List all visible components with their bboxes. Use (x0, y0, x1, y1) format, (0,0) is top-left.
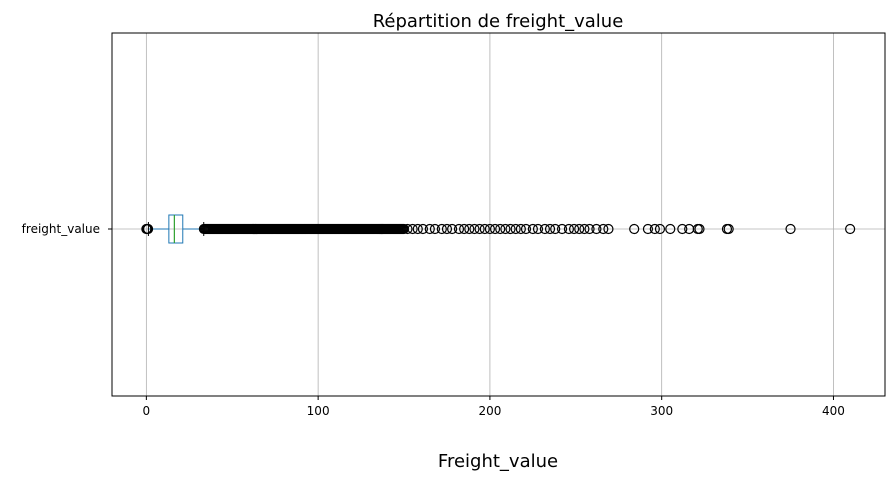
x-tick-label: 300 (650, 404, 673, 418)
outlier-point (505, 223, 516, 235)
outlier-point (591, 223, 602, 235)
chart-title: Répartition de freight_value (373, 11, 624, 32)
outlier-point (723, 223, 734, 235)
outlier-point (598, 223, 609, 235)
outlier-point (417, 223, 429, 235)
outlier-point (520, 223, 532, 235)
outlier-point (556, 223, 568, 235)
grid (112, 33, 885, 396)
outlier-point (459, 223, 470, 235)
outlier-point (532, 223, 544, 235)
outlier-point (436, 223, 447, 235)
outlier-point (412, 223, 423, 235)
outlier-point (402, 223, 413, 235)
outlier-point (649, 223, 660, 235)
y-tick-label: freight_value (22, 222, 100, 236)
outlier-point (584, 223, 595, 235)
outlier-point (568, 223, 580, 235)
outlier-point (642, 223, 654, 235)
x-tick-label: 0 (143, 404, 151, 418)
x-tick-label: 100 (307, 404, 330, 418)
outlier-point (677, 223, 688, 235)
outlier-point (510, 223, 521, 235)
outlier-point (469, 223, 480, 235)
outlier-point (489, 223, 501, 235)
outlier-point (654, 223, 666, 235)
outlier-point (407, 223, 418, 235)
x-ticks: 0 100 200 300 400 (143, 396, 845, 418)
x-axis-label: Freight_value (438, 451, 558, 472)
box-marks (141, 214, 856, 244)
outlier-point (142, 223, 154, 235)
x-tick-label: 200 (478, 404, 501, 418)
outlier-point (474, 223, 485, 235)
outlier-point (479, 223, 490, 235)
iqr-box (168, 214, 184, 244)
outlier-point (845, 223, 856, 235)
outlier-point (629, 223, 640, 235)
outlier-point (574, 223, 585, 235)
outlier-point (579, 223, 590, 235)
outlier-point (527, 223, 538, 235)
outlier-point (539, 223, 550, 235)
outlier-point (563, 223, 575, 235)
outlier-point (464, 223, 475, 235)
outlier-point (544, 223, 556, 235)
outlier-point (550, 223, 561, 235)
outlier-point (694, 223, 705, 235)
outlier-point (424, 223, 435, 235)
outlier-point (785, 223, 796, 235)
outlier-point (515, 223, 526, 235)
outlier-point (441, 223, 453, 235)
outlier-point (429, 223, 441, 235)
outlier-point (495, 223, 506, 235)
outlier-point (500, 223, 511, 235)
plot-frame (111, 32, 886, 397)
x-tick-label: 400 (822, 404, 845, 418)
outlier-point (447, 223, 458, 235)
outlier-point (665, 223, 676, 235)
outlier-point (603, 223, 614, 235)
outlier-point (453, 223, 465, 235)
outlier-point (484, 223, 496, 235)
